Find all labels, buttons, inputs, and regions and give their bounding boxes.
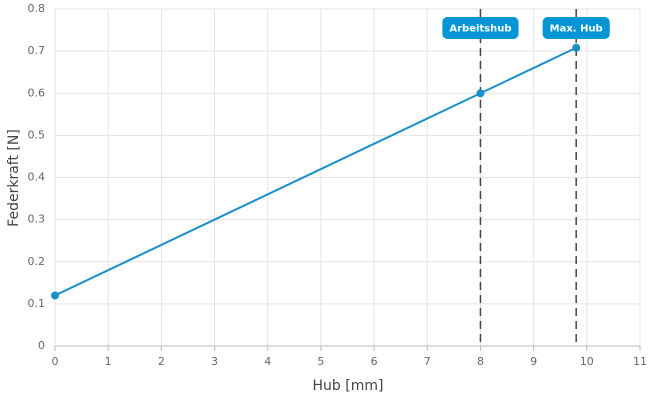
x-tick-label: 9 [530,355,537,368]
annotation-text: Arbeitshub [449,24,511,35]
x-tick-label: 4 [264,355,271,368]
x-tick-label: 10 [580,355,594,368]
x-tick-label: 0 [52,355,59,368]
annotation-box [542,17,610,39]
point [51,291,59,300]
y-tick-label: 0.4 [28,171,46,184]
y-tick-label: 0.3 [28,213,46,226]
y-tick-label: 0.6 [28,86,46,99]
y-tick-label: 0.7 [28,44,46,57]
y-tick-label: 0.8 [28,2,46,15]
x-tick-label: 6 [371,355,378,368]
x-tick-label: 2 [158,355,165,368]
y-axis-label: Federkraft [N] [6,129,22,227]
x-tick-label: 3 [211,355,218,368]
y-tick-label: 0.1 [28,297,46,310]
line [54,46,577,297]
annotation-box [442,17,519,39]
point [476,89,485,98]
annotation-text: Max. Hub [550,24,603,35]
x-tick-label: 5 [317,355,324,368]
y-tick-label: 0.5 [28,128,46,141]
x-axis-label: Hub [mm] [313,378,384,394]
y-tick-label: 0.2 [28,255,46,268]
x-tick-label: 1 [105,355,112,368]
point [572,43,581,52]
x-tick-label: 11 [633,355,647,368]
annotation-label: Max. Hub [542,17,610,39]
x-tick-label: 7 [424,355,431,368]
annotation-label: Arbeitshub [442,17,519,39]
y-tick-label: 0 [38,339,45,352]
x-tick-label: 8 [477,355,484,368]
